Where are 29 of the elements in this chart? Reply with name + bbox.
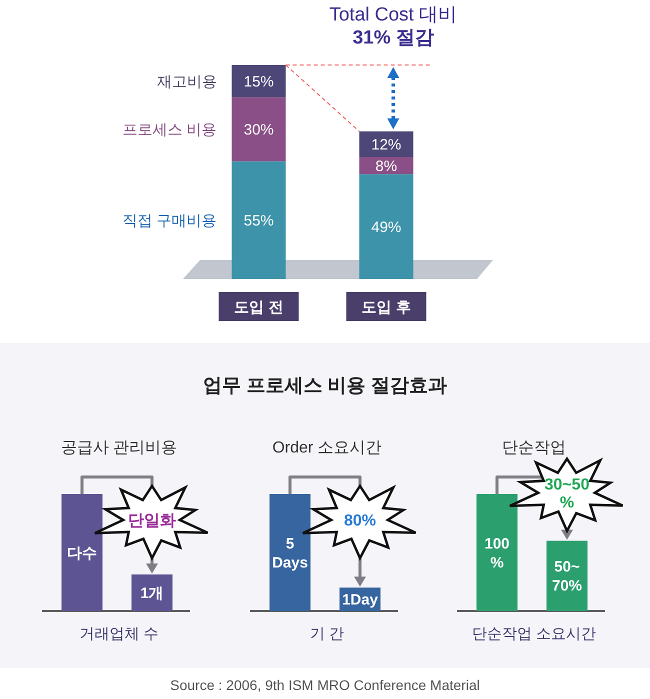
x-axis-title: 기 간 xyxy=(310,625,344,642)
data-label: 1개 xyxy=(140,584,164,602)
data-label: 5 Days xyxy=(272,535,308,572)
x-axis-title: 단순작업 소요시간 xyxy=(472,625,596,642)
data-label: 다수 xyxy=(67,544,97,562)
x-axis-title: 거래업체 수 xyxy=(79,625,159,642)
annotation: 80% xyxy=(344,512,376,530)
chart-title: 공급사 관리비용 xyxy=(60,440,178,457)
chart-title: Order 소요시간 xyxy=(272,440,382,457)
data-label: 12% xyxy=(371,136,402,154)
annotation: 50~ 70% xyxy=(552,558,582,595)
series-label: 재고비용 xyxy=(156,73,217,90)
data-label: 30% xyxy=(244,121,274,138)
x-tick-label: 도입 전 xyxy=(234,298,284,316)
data-label: 1Day xyxy=(342,592,379,609)
data-label: 49% xyxy=(371,218,402,236)
series-label: 직접 구매비용 xyxy=(122,212,217,230)
x-tick-label: 도입 후 xyxy=(362,298,411,316)
data-label: 8% xyxy=(375,158,398,175)
series-label: 프로세스 비용 xyxy=(122,121,217,138)
data-label: 15% xyxy=(244,73,274,90)
source-note: Source : 2006, 9th ISM MRO Conference Material xyxy=(170,676,480,693)
data-label: 100 % xyxy=(484,535,510,572)
chart-title: 단순작업 xyxy=(502,440,566,457)
annotation: Total Cost 대비 31% 절감 xyxy=(329,4,458,49)
annotation: 30~50 % xyxy=(544,476,590,512)
data-label: 55% xyxy=(244,212,274,230)
text: 업무 프로세스 비용 절감효과 xyxy=(203,376,447,397)
annotation: 단일화 xyxy=(128,512,176,530)
